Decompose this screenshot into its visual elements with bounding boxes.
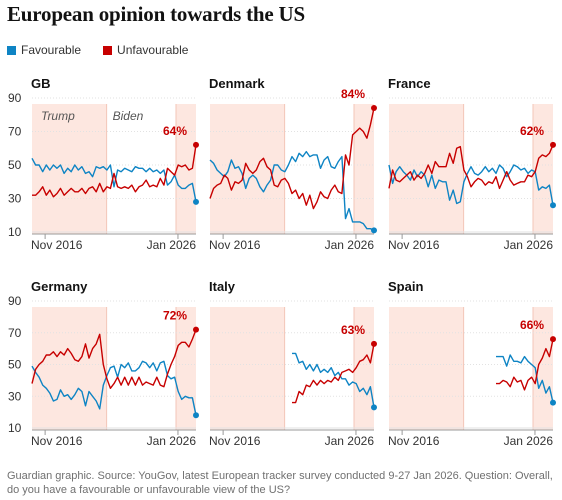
era-label-biden: Biden [113, 109, 144, 123]
y-tick-label: 10 [8, 225, 22, 239]
favourable-line [388, 164, 554, 206]
y-tick-label: 70 [8, 326, 22, 340]
favourable-line [31, 157, 197, 202]
y-tick-label: 70 [8, 125, 22, 139]
x-tick-label: Nov 2016 [388, 238, 440, 252]
trump-period-shading [175, 104, 196, 234]
panel-germany: 10 30 50 70 90 Nov 2016 Jan 2026 Germany 72% [8, 279, 199, 448]
era-label-trump: Trump [41, 109, 75, 123]
panel-gb: 10 30 50 70 90 Nov 2016 Jan 2026 GB Trump Biden 64… [8, 76, 199, 252]
x-tick-label: Nov 2016 [31, 434, 83, 448]
favourable-end-dot [550, 399, 556, 406]
unfavourable-end-dot [371, 105, 377, 112]
panel-denmark: Nov 2016 Jan 2026 Denmark 84% [209, 76, 377, 252]
chart-title: European opinion towards the US [7, 2, 305, 26]
favourable-end-dot [371, 404, 377, 411]
y-tick-label: 90 [8, 91, 22, 105]
unfavourable-annotation: 63% [341, 323, 365, 337]
x-tick-label: Nov 2016 [31, 238, 83, 252]
x-tick-label: Jan 2026 [504, 434, 554, 448]
unfavourable-annotation: 64% [163, 124, 187, 138]
panel-title: France [388, 76, 431, 91]
trump-period-shading [175, 307, 196, 430]
y-tick-label: 10 [8, 421, 22, 435]
unfavourable-line [31, 329, 197, 389]
y-tick-label: 90 [8, 294, 22, 308]
favourable-swatch-icon [7, 45, 16, 55]
favourable-end-dot [193, 412, 199, 419]
unfavourable-annotation: 84% [341, 87, 365, 101]
x-tick-label: Jan 2026 [504, 238, 554, 252]
y-tick-label: 50 [8, 358, 22, 372]
unfavourable-end-dot [193, 141, 199, 148]
trump-period-shading [389, 307, 464, 430]
unfavourable-end-dot [550, 336, 556, 343]
panel-title: Spain [388, 279, 423, 294]
panel-title: Italy [209, 279, 236, 294]
unfavourable-annotation: 62% [520, 124, 544, 138]
panel-italy: Nov 2016 Jan 2026 Italy 63% [209, 279, 377, 448]
panel-france: Nov 2016 Jan 2026 France 62% [388, 76, 556, 252]
legend-item-favourable: Favourable [7, 43, 81, 57]
unfavourable-line [496, 338, 554, 391]
favourable-line [31, 360, 197, 416]
unfavourable-annotation: 66% [520, 318, 544, 332]
x-tick-label: Jan 2026 [325, 434, 375, 448]
trump-period-shading [32, 307, 107, 430]
trump-period-shading [532, 104, 553, 234]
x-tick-label: Nov 2016 [209, 434, 261, 448]
unfavourable-line [388, 144, 554, 190]
y-tick-label: 50 [8, 158, 22, 172]
unfavourable-line [32, 144, 197, 198]
small-multiples-charts: 10 30 50 70 90 Nov 2016 Jan 2026 GB Trump Biden 64… [8, 76, 556, 448]
x-tick-label: Nov 2016 [209, 238, 261, 252]
unfavourable-end-dot [550, 141, 556, 148]
favourable-end-dot [371, 227, 377, 234]
legend-label-unfavourable: Unfavourable [117, 43, 189, 57]
panel-title: GB [31, 76, 51, 91]
legend: Favourable Unfavourable [7, 43, 188, 57]
favourable-line [496, 354, 554, 403]
unfavourable-end-dot [193, 326, 199, 333]
unfavourable-end-dot [371, 340, 377, 347]
unfavourable-line [292, 343, 375, 404]
favourable-line [292, 352, 375, 408]
legend-item-unfavourable: Unfavourable [103, 43, 188, 57]
panel-title: Germany [31, 279, 88, 294]
trump-period-shading [210, 104, 285, 234]
y-tick-label: 30 [8, 192, 22, 206]
trump-period-shading [210, 307, 285, 430]
panel-spain: Nov 2016 Jan 2026 Spain 66% [388, 279, 556, 448]
x-tick-label: Nov 2016 [388, 434, 440, 448]
unfavourable-annotation: 72% [163, 309, 187, 323]
trump-period-shading [353, 307, 374, 430]
unfavourable-swatch-icon [103, 45, 113, 55]
favourable-end-dot [550, 202, 556, 209]
source-footnote: Guardian graphic. Source: YouGov, latest… [7, 470, 553, 496]
trump-period-shading [353, 104, 374, 234]
unfavourable-line [209, 107, 375, 210]
y-tick-label: 30 [8, 389, 22, 403]
favourable-end-dot [193, 198, 199, 205]
x-tick-label: Jan 2026 [147, 434, 197, 448]
x-tick-label: Jan 2026 [147, 238, 197, 252]
legend-label-favourable: Favourable [21, 43, 82, 57]
favourable-line [209, 150, 375, 231]
trump-period-shading [532, 307, 553, 430]
panel-title: Denmark [209, 76, 265, 91]
x-tick-label: Jan 2026 [325, 238, 375, 252]
